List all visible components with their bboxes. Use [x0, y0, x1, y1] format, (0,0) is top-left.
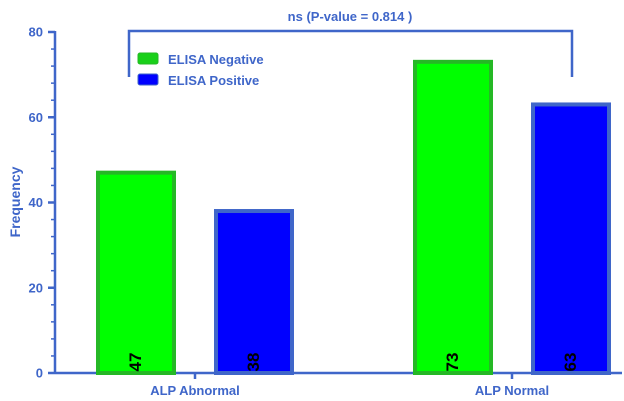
x-tick-label: ALP Abnormal: [150, 383, 240, 398]
legend-label-positive: ELISA Positive: [168, 73, 259, 88]
bar: [531, 102, 611, 376]
x-tick-label: ALP Normal: [475, 383, 549, 398]
legend: ELISA Negative ELISA Positive: [137, 52, 264, 88]
legend-swatch-positive: [137, 73, 159, 86]
data-labels: 47 38 73 63: [126, 353, 580, 372]
y-tick-label: 0: [36, 366, 43, 381]
y-axis-label: Frequency: [7, 166, 23, 237]
bar: [413, 59, 493, 376]
significance-bracket: ns (P-value = 0.814 ): [127, 9, 574, 77]
bar-value-label: 47: [126, 353, 145, 372]
bars: [96, 59, 611, 376]
bar-value-label: 38: [244, 353, 263, 372]
significance-label: ns (P-value = 0.814 ): [288, 9, 413, 24]
bar: [96, 170, 176, 375]
legend-label-negative: ELISA Negative: [168, 52, 264, 67]
bar: [214, 209, 294, 375]
bar-value-label: 73: [443, 353, 462, 372]
y-tick-label: 20: [29, 280, 43, 295]
bar-value-label: 63: [561, 353, 580, 372]
y-tick-label: 60: [29, 110, 43, 125]
y-tick-label: 40: [29, 195, 43, 210]
y-tick-label: 80: [29, 25, 43, 40]
legend-swatch-negative: [137, 52, 159, 65]
